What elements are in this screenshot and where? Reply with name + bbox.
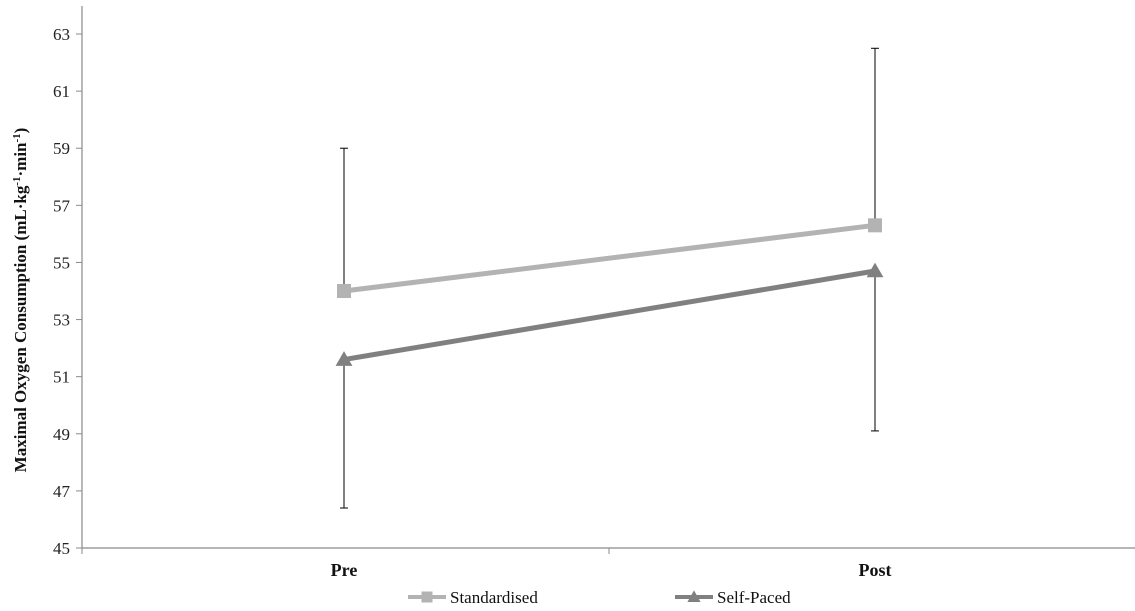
y-tick-label: 57 bbox=[53, 196, 71, 215]
data-point bbox=[335, 351, 353, 366]
legend: Standardised Self-Paced bbox=[408, 588, 791, 607]
legend-square-icon bbox=[421, 591, 433, 603]
legend-triangle-icon bbox=[687, 590, 701, 602]
y-tick-label: 49 bbox=[53, 425, 70, 444]
y-tick-label: 51 bbox=[53, 368, 70, 387]
legend-label: Self-Paced bbox=[717, 588, 791, 607]
y-axis-title: Maximal Oxygen Consumption (mL·kg-1·min-… bbox=[11, 128, 30, 473]
data-point bbox=[866, 262, 884, 278]
y-tick-label: 63 bbox=[53, 25, 70, 44]
y-tick-label: 59 bbox=[53, 139, 70, 158]
y-tick-label: 47 bbox=[53, 482, 71, 501]
legend-label: Standardised bbox=[450, 588, 538, 607]
y-tick-label: 61 bbox=[53, 82, 70, 101]
series-line-self-paced bbox=[341, 268, 878, 363]
series-markers bbox=[335, 218, 884, 366]
series-lines bbox=[341, 222, 878, 363]
axes bbox=[81, 6, 1135, 554]
y-tick-labels: 45 47 49 51 53 55 57 59 61 63 bbox=[53, 25, 82, 558]
x-category-label: Post bbox=[859, 560, 892, 580]
y-tick-label: 53 bbox=[53, 311, 70, 330]
data-point bbox=[868, 218, 882, 233]
error-bars bbox=[340, 47, 879, 509]
y-tick-label: 45 bbox=[53, 539, 70, 558]
x-category-labels: Pre Post bbox=[331, 560, 892, 580]
data-point bbox=[337, 284, 351, 298]
y-tick-label: 55 bbox=[53, 253, 70, 272]
series-line-standardised bbox=[341, 222, 878, 294]
x-category-label: Pre bbox=[331, 560, 358, 580]
